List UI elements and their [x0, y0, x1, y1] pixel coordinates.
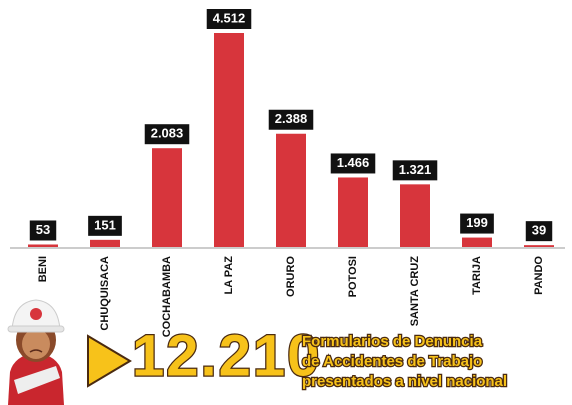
value-label-box	[392, 160, 438, 181]
bar	[338, 177, 368, 247]
bar	[152, 148, 182, 247]
value-label-box	[206, 9, 252, 29]
value-label-box	[29, 220, 57, 241]
worker-icon	[7, 299, 65, 405]
value-label: 39	[532, 223, 546, 238]
bar	[524, 245, 554, 247]
value-label-box	[144, 124, 190, 145]
value-label-box	[88, 215, 122, 236]
category-label: ORURO	[285, 256, 297, 297]
bar	[28, 244, 58, 247]
value-label: 1.321	[399, 162, 432, 177]
value-label-box	[330, 153, 376, 174]
value-label-box	[525, 221, 553, 242]
category-label: POTOSI	[347, 256, 359, 297]
category-label: SANTA CRUZ	[409, 256, 421, 327]
category-label: LA PAZ	[223, 256, 235, 295]
caption-line: Formularios de Denuncia	[302, 333, 483, 350]
bar	[214, 33, 244, 247]
category-label: COCHABAMBA	[161, 256, 173, 337]
caption-line: de Accidentes de Trabajo	[302, 353, 482, 370]
value-label: 53	[36, 222, 50, 237]
value-label: 2.083	[151, 126, 184, 141]
caption-line: presentados a nivel nacional	[302, 373, 507, 390]
value-label: 4.512	[213, 10, 246, 25]
value-label: 151	[94, 217, 116, 232]
value-label: 199	[466, 215, 488, 230]
category-label: BENI	[37, 256, 49, 282]
value-label-box	[460, 213, 494, 234]
value-label: 2.388	[275, 111, 308, 126]
value-label: 1.466	[337, 155, 370, 170]
category-label: TARIJA	[471, 256, 483, 295]
category-label: CHUQUISACA	[99, 256, 111, 331]
arrow-icon	[87, 334, 132, 388]
bar	[400, 184, 430, 247]
bar	[462, 237, 492, 247]
bar	[276, 133, 306, 247]
bar	[90, 239, 120, 247]
category-label: PANDO	[533, 256, 545, 295]
value-label-box	[268, 109, 314, 130]
total-number: 12.210	[132, 323, 321, 388]
